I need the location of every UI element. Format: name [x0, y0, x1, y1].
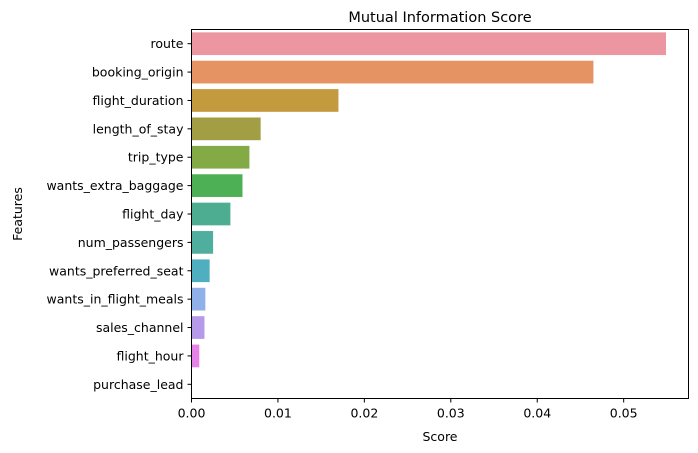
- category-label-length-of-stay: length_of_stay: [93, 121, 184, 136]
- bar-sales-channel: [191, 316, 205, 339]
- bar-wants-in-flight-meals: [191, 287, 206, 311]
- x-tick-label: 0.04: [523, 406, 551, 421]
- bar-route: [191, 32, 667, 56]
- chart-title: Mutual Information Score: [348, 10, 531, 26]
- category-label-wants-in-flight-meals: wants_in_flight_meals: [47, 292, 184, 307]
- plot-frame: [191, 29, 689, 399]
- category-label-num-passengers: num_passengers: [78, 235, 184, 250]
- bar-flight-hour: [191, 344, 200, 368]
- category-label-wants-extra-baggage: wants_extra_baggage: [46, 178, 183, 193]
- category-label-wants-preferred-seat: wants_preferred_seat: [49, 263, 184, 278]
- category-label-route: route: [150, 36, 183, 51]
- bar-wants-preferred-seat: [191, 259, 210, 283]
- category-labels: route booking_origin flight_durationlength…: [46, 36, 192, 392]
- x-tick-label: 0.00: [178, 406, 206, 421]
- bar-num-passengers: [191, 231, 214, 254]
- bars-group: [191, 32, 667, 368]
- x-axis-ticks: 0.00 0.01 0.02 0.03 0.04 0.05: [178, 398, 638, 421]
- x-axis-label: Score: [422, 429, 457, 444]
- x-tick-label: 0.02: [350, 406, 378, 421]
- category-label-booking-origin: booking_origin: [92, 65, 184, 80]
- category-label-sales-channel: sales_channel: [96, 320, 184, 335]
- x-tick-label: 0.01: [264, 406, 292, 421]
- category-label-trip-type: trip_type: [128, 150, 184, 165]
- bar-trip-type: [191, 145, 250, 169]
- category-label-flight-day: flight_day: [122, 207, 184, 222]
- bar-flight-day: [191, 202, 231, 226]
- y-axis-label: Features: [10, 187, 25, 241]
- bar-wants-extra-baggage: [191, 174, 243, 197]
- bar-booking-origin: [191, 60, 594, 84]
- x-tick-label: 0.05: [610, 406, 638, 421]
- category-label-flight-duration: flight_duration: [93, 93, 184, 108]
- x-tick-label: 0.03: [437, 406, 465, 421]
- bar-flight-duration: [191, 89, 339, 112]
- category-label-purchase-lead: purchase_lead: [93, 377, 183, 392]
- category-label-flight-hour: flight_hour: [117, 348, 185, 363]
- bar-length-of-stay: [191, 117, 261, 141]
